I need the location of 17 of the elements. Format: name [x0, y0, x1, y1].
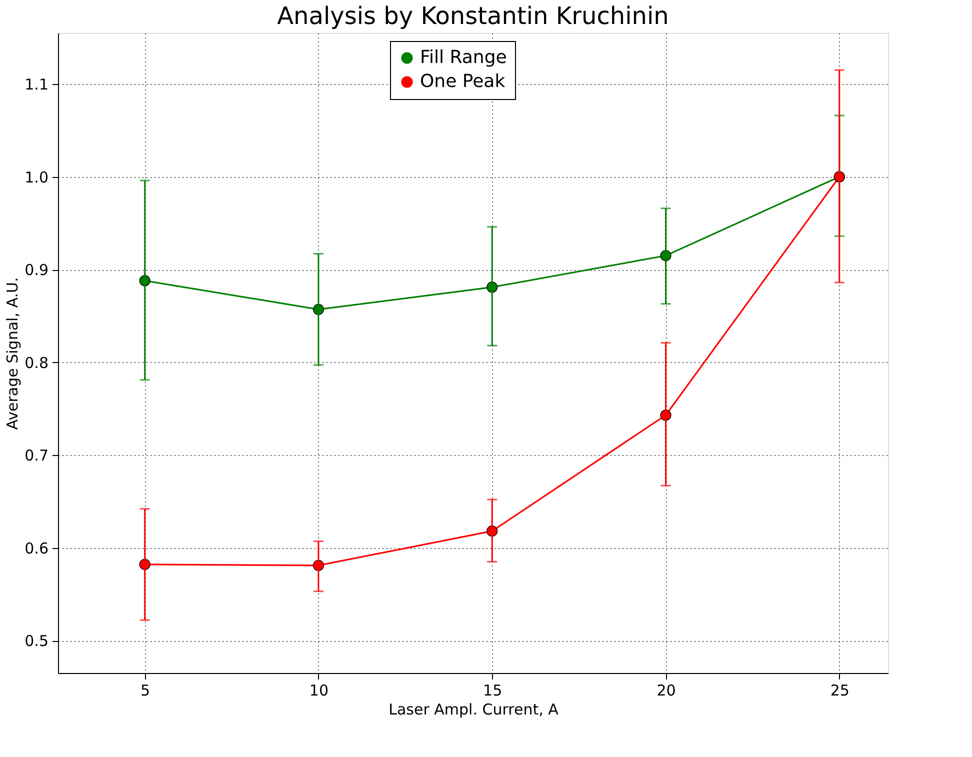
- x-tick-label: 10: [309, 682, 329, 700]
- x-tick-label: 25: [830, 682, 850, 700]
- y-tick-label: 0.8: [24, 354, 48, 372]
- y-tick-label: 0.9: [24, 261, 48, 280]
- y-tick-label: 0.5: [24, 632, 48, 650]
- chart-title: Analysis by Konstantin Kruchinin: [277, 2, 669, 30]
- y-tick-label: 1.0: [24, 168, 48, 186]
- x-tick-label: 5: [140, 682, 150, 700]
- y-axis-title: Average Signal, A.U.: [4, 277, 22, 430]
- y-tick-label: 0.6: [24, 539, 48, 558]
- legend-label: Fill Range: [420, 47, 507, 68]
- legend-label: One Peak: [420, 71, 506, 92]
- x-axis-title: Laser Ampl. Current, A: [388, 700, 560, 718]
- x-tick-label: 15: [483, 682, 502, 700]
- x-tick-label: 20: [656, 682, 676, 700]
- y-tick-label: 1.1: [24, 76, 48, 94]
- y-tick-label: 0.7: [24, 446, 48, 465]
